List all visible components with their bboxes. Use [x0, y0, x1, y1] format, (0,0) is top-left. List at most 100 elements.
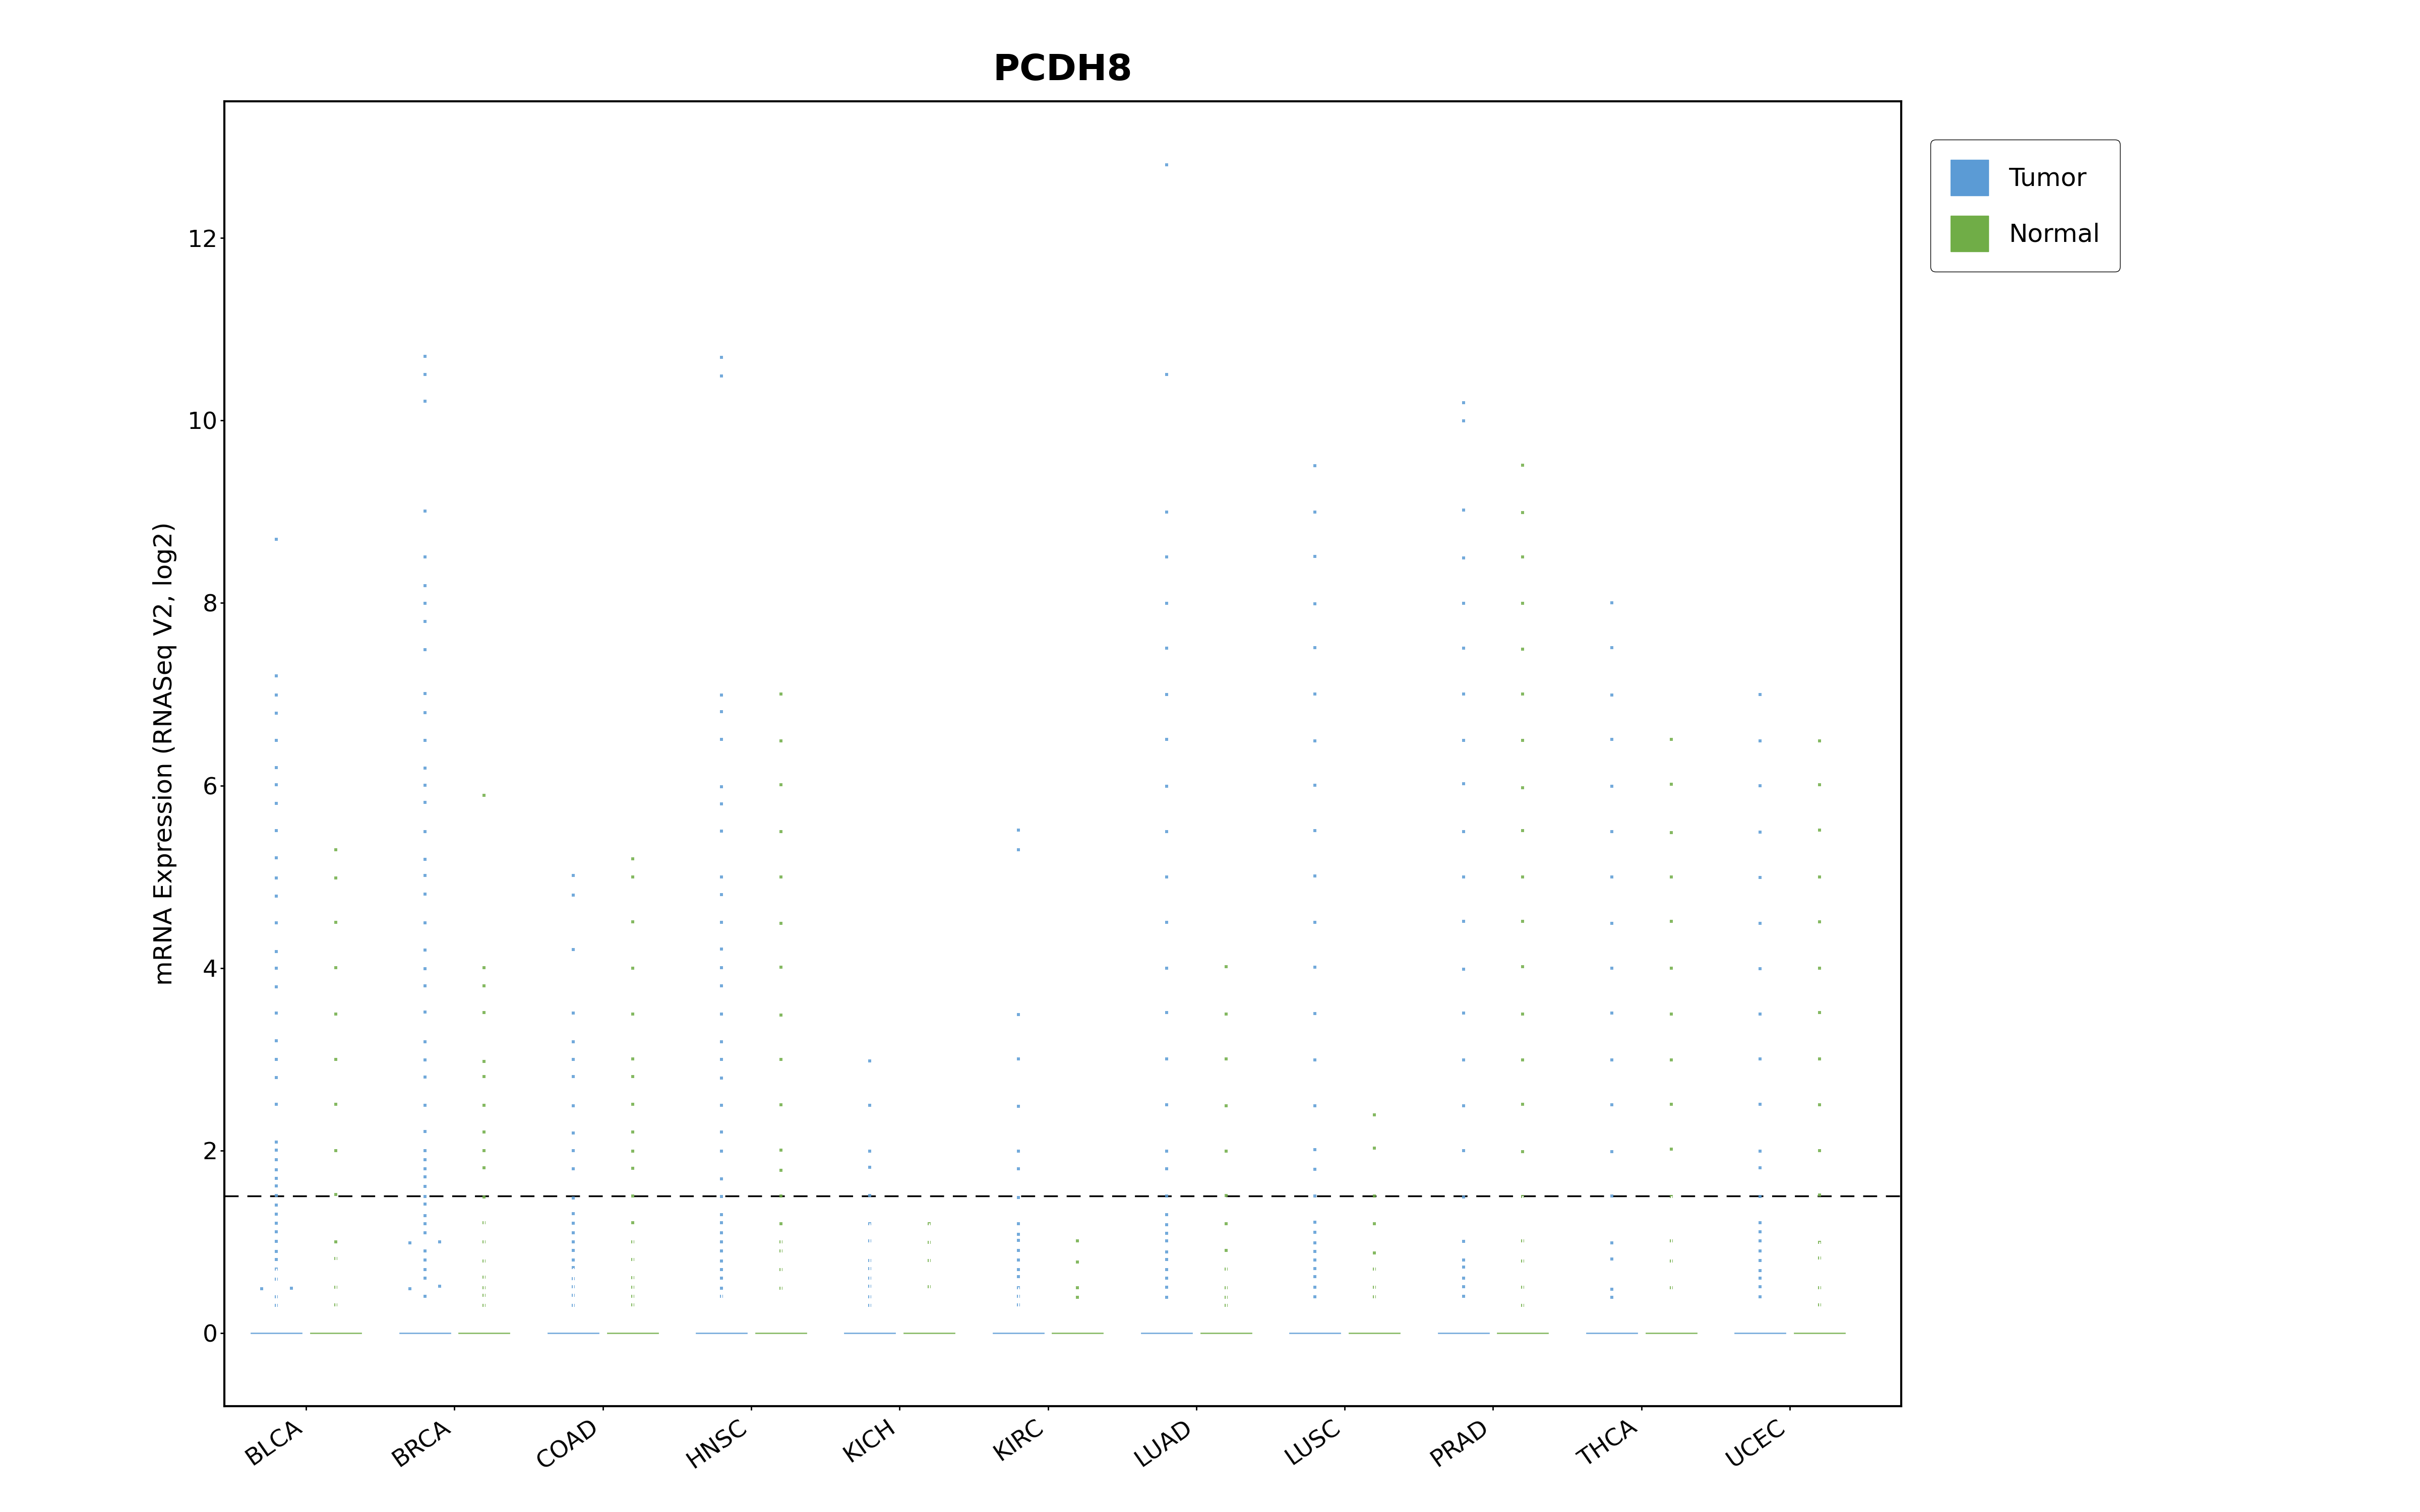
Point — [999, 818, 1038, 842]
Point — [1503, 729, 1542, 753]
Point — [702, 1002, 741, 1027]
Point — [257, 729, 295, 753]
Point — [554, 937, 593, 962]
Point — [1445, 1284, 1483, 1308]
Point — [1503, 591, 1542, 615]
Point — [702, 1093, 741, 1117]
Point — [1445, 1185, 1483, 1210]
Point — [257, 885, 295, 909]
Point — [999, 1095, 1038, 1119]
Point — [849, 1155, 888, 1179]
Point — [1445, 1229, 1483, 1253]
Point — [1503, 1048, 1542, 1072]
Point — [612, 1139, 651, 1163]
Point — [612, 1247, 651, 1272]
Point — [1058, 1276, 1096, 1300]
Point — [257, 1247, 295, 1272]
Point — [407, 499, 445, 523]
Point — [702, 1030, 741, 1054]
Point — [1208, 1293, 1246, 1317]
Point — [257, 1173, 295, 1198]
Point — [1800, 910, 1839, 934]
Point — [762, 1276, 801, 1300]
Point — [257, 702, 295, 726]
Point — [1445, 771, 1483, 795]
Point — [702, 727, 741, 751]
Point — [317, 956, 356, 980]
Point — [762, 820, 801, 844]
Point — [317, 1229, 356, 1253]
Point — [1653, 773, 1692, 797]
Point — [1058, 1285, 1096, 1309]
Point — [257, 1148, 295, 1172]
Point — [1058, 1250, 1096, 1275]
Point — [1295, 454, 1333, 478]
Point — [465, 1155, 503, 1179]
Point — [702, 820, 741, 844]
Point — [702, 1284, 741, 1308]
Point — [612, 1064, 651, 1089]
Point — [317, 1092, 356, 1116]
Point — [554, 1238, 593, 1263]
Point — [762, 1093, 801, 1117]
Point — [257, 1001, 295, 1025]
Point — [1208, 1139, 1246, 1163]
Point — [257, 866, 295, 891]
Point — [1740, 682, 1779, 706]
Point — [1800, 1046, 1839, 1070]
Point — [1800, 1093, 1839, 1117]
Point — [1295, 1220, 1333, 1244]
Point — [702, 683, 741, 708]
Point — [1147, 363, 1186, 387]
Point — [1295, 544, 1333, 569]
Point — [407, 682, 445, 706]
Point — [1208, 1093, 1246, 1117]
Point — [1295, 1093, 1333, 1117]
Point — [257, 1066, 295, 1090]
Point — [407, 756, 445, 780]
Point — [702, 345, 741, 369]
Point — [849, 1256, 888, 1281]
Point — [762, 773, 801, 797]
Point — [1295, 1285, 1333, 1309]
Point — [1355, 1275, 1394, 1299]
Point — [1653, 1002, 1692, 1027]
Point — [257, 1129, 295, 1154]
Point — [1147, 1139, 1186, 1163]
Point — [271, 1276, 310, 1300]
Point — [257, 956, 295, 980]
Point — [1503, 544, 1542, 569]
Point — [554, 883, 593, 907]
Point — [1653, 1249, 1692, 1273]
Point — [1295, 956, 1333, 980]
Point — [257, 1220, 295, 1244]
Point — [407, 1064, 445, 1089]
Point — [257, 818, 295, 842]
Point — [1503, 1140, 1542, 1164]
Point — [257, 1184, 295, 1208]
Point — [1800, 773, 1839, 797]
Point — [407, 609, 445, 634]
Point — [554, 1255, 593, 1279]
Point — [407, 957, 445, 981]
Point — [1295, 591, 1333, 615]
Point — [1503, 682, 1542, 706]
Point — [702, 1167, 741, 1191]
Point — [407, 910, 445, 934]
Point — [257, 939, 295, 963]
Point — [1208, 1256, 1246, 1281]
Point — [1147, 1202, 1186, 1226]
Point — [1147, 1001, 1186, 1025]
Point — [317, 1139, 356, 1163]
Point — [762, 956, 801, 980]
Point — [762, 912, 801, 936]
Point — [1740, 865, 1779, 889]
Point — [702, 1048, 741, 1072]
Point — [999, 1264, 1038, 1288]
Point — [554, 1229, 593, 1253]
Point — [1355, 1285, 1394, 1309]
Point — [1592, 1278, 1631, 1302]
Point — [554, 1157, 593, 1181]
Point — [257, 683, 295, 708]
Point — [1355, 1211, 1394, 1235]
